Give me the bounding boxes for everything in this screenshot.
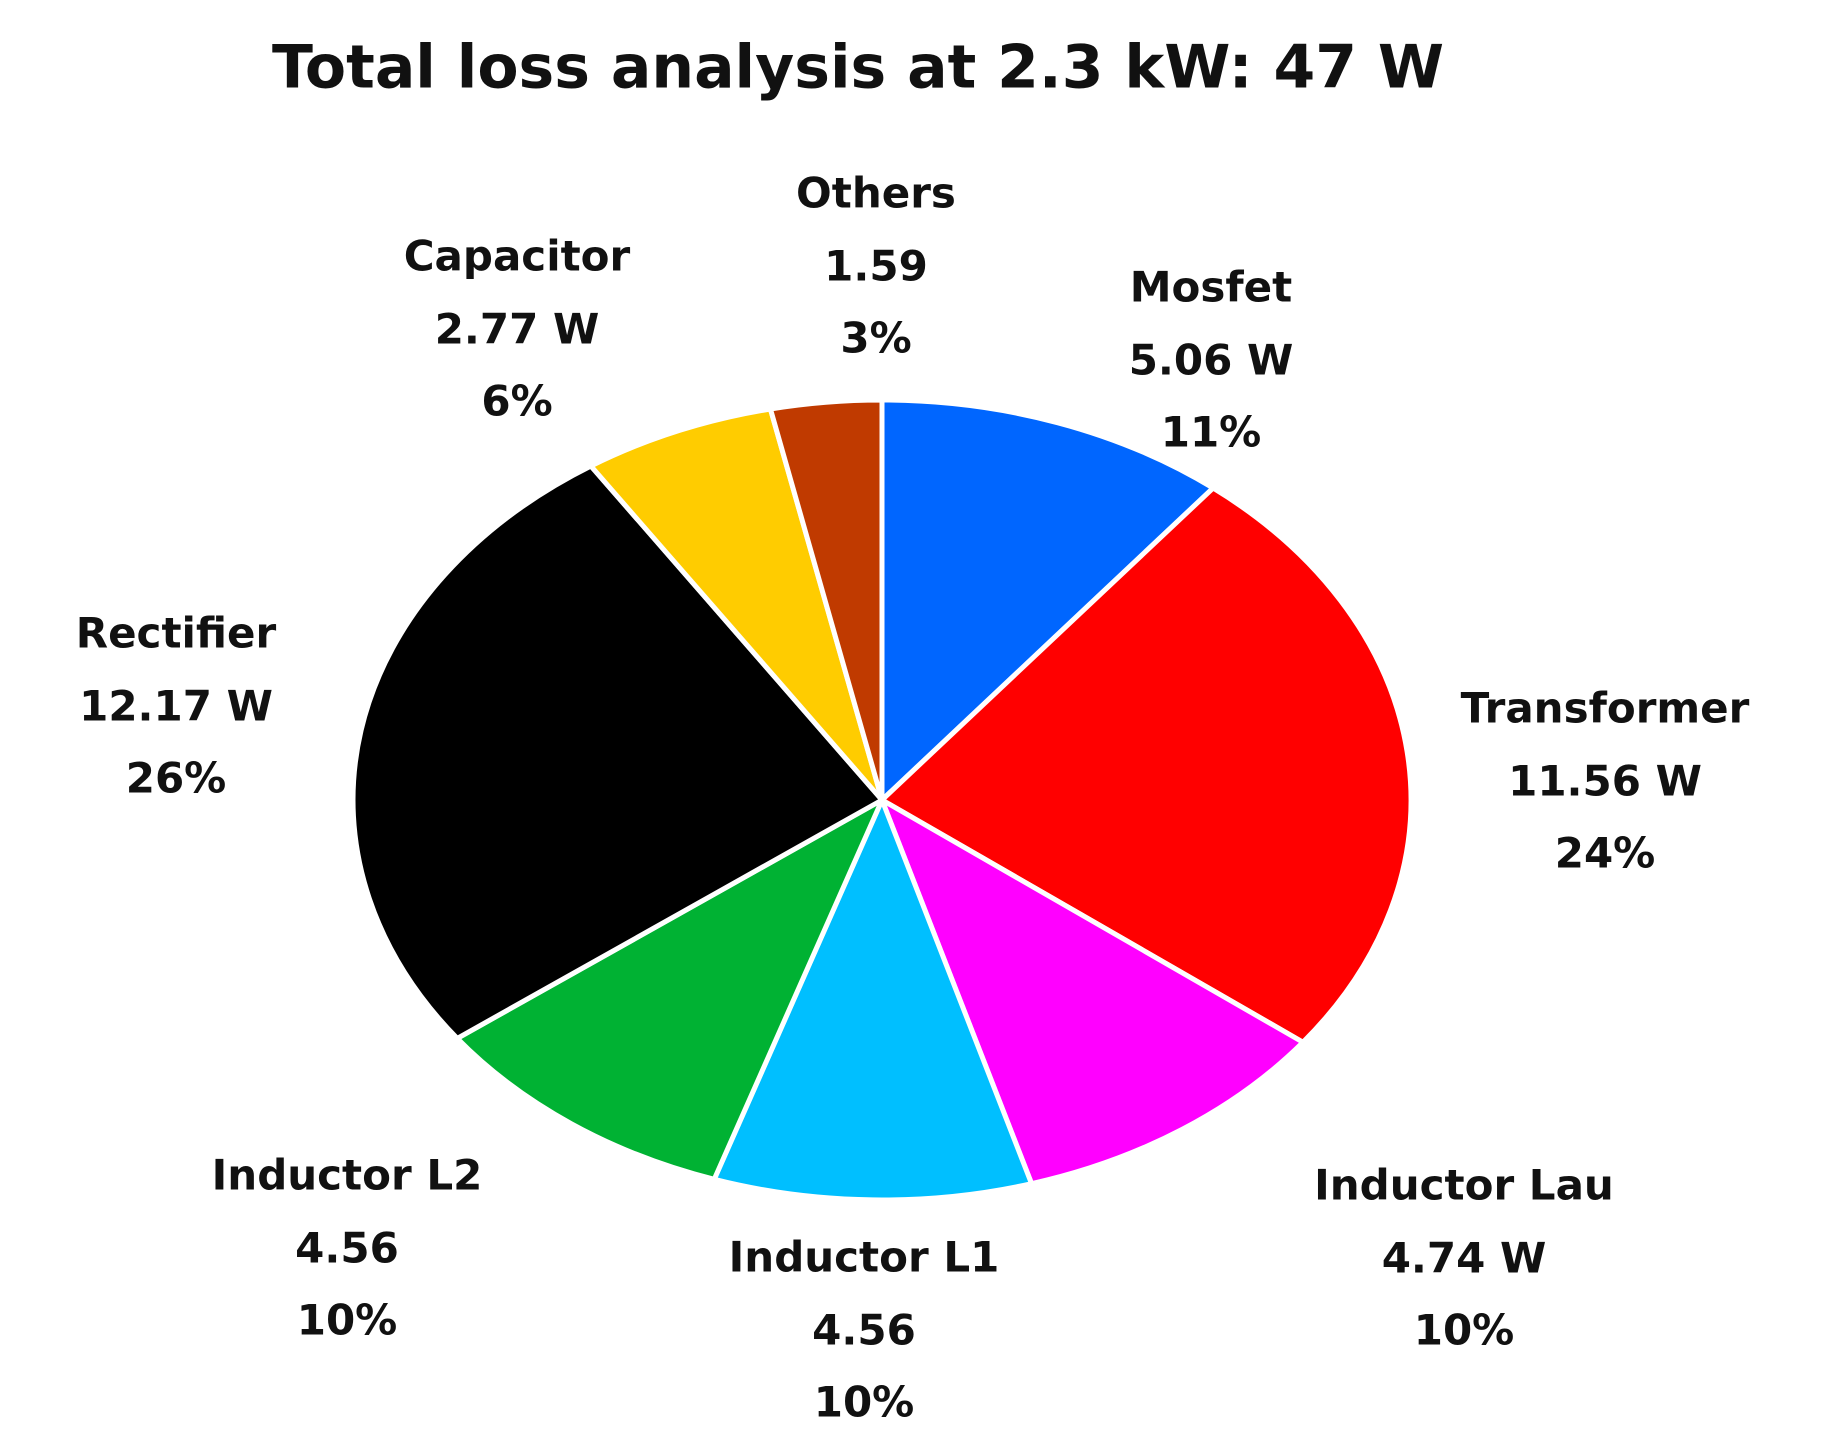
pie-slice [767,397,885,801]
value-label: 4.56 [295,1224,399,1273]
pie-slice [877,794,1308,1187]
pie-slice [453,794,888,1183]
pie-slice [350,462,886,1042]
slice-label: Mosfet [1130,263,1292,312]
percent-label: 10% [297,1296,398,1345]
value-label: 1.59 [824,242,928,291]
value-label: 2.77 W [435,305,600,354]
percent-label: 6% [481,377,552,426]
value-label: 4.56 [812,1306,916,1355]
chart-title: Total loss analysis at 2.3 kW: 47 W [272,33,1444,103]
slice-label: Rectifier [76,609,277,658]
slice-label: Inductor Lau [1314,1161,1614,1210]
value-label: 5.06 W [1129,336,1294,385]
percent-label: 3% [840,314,911,363]
pie-slice [586,406,885,802]
slice-label: Inductor L1 [729,1233,1000,1282]
slice-label: Inductor L2 [212,1151,483,1200]
slice-label: Transformer [1461,684,1750,733]
percent-label: 26% [126,754,227,803]
value-label: 4.74 W [1382,1234,1547,1283]
percent-label: 10% [814,1378,915,1427]
slice-label: Capacitor [404,232,631,281]
pie-slice [877,484,1414,1046]
pie-slice [879,397,1218,806]
value-label: 12.17 W [79,682,273,731]
percent-label: 24% [1555,829,1656,878]
pie-slice [710,793,1035,1203]
value-label: 11.56 W [1508,757,1702,806]
slice-label: Others [796,169,956,218]
percent-label: 10% [1414,1306,1515,1355]
percent-label: 11% [1161,408,1262,457]
